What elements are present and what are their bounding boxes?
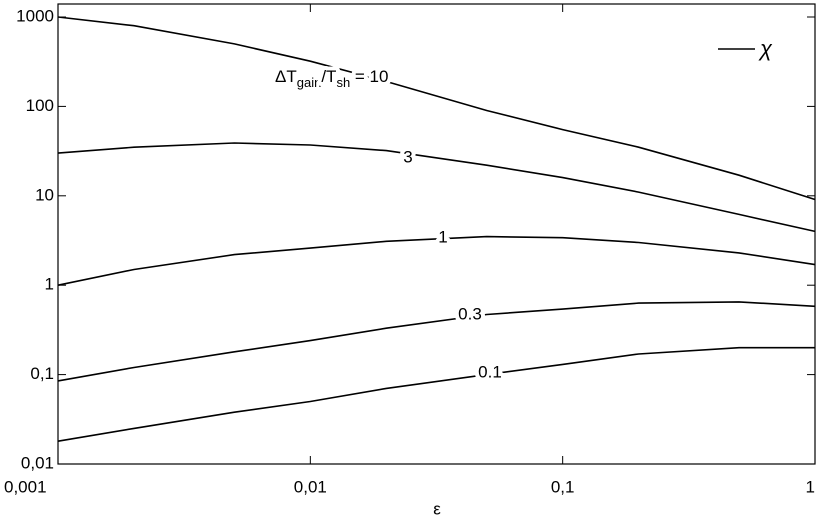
curve [57, 142, 816, 233]
curve [57, 16, 816, 201]
curve-label: 0.1 [478, 362, 502, 381]
y-tick-label: 1000 [16, 6, 54, 25]
y-tick-label: 100 [26, 96, 54, 115]
plot-frame [57, 3, 816, 465]
x-tick-label: 0,1 [551, 477, 575, 496]
y-tick-label: 10 [35, 185, 54, 204]
x-tick-label: 1 [806, 477, 815, 496]
label-part: sh [336, 75, 350, 90]
x-axis-label: ε [433, 499, 441, 518]
curve-label: 0.3 [458, 304, 482, 323]
y-tick-label: 1 [45, 275, 54, 294]
label-part: /T [321, 67, 336, 86]
curve [57, 301, 816, 382]
curve-label: ΔTgain/Tsh = 10 [275, 67, 388, 90]
curve-label: 3 [403, 147, 412, 166]
curve-label: 1 [438, 227, 447, 246]
y-tick-label: 0,01 [21, 453, 54, 472]
x-tick-label: 0,001 [4, 477, 47, 496]
curve [57, 235, 816, 286]
x-tick-label: 0,01 [294, 477, 327, 496]
label-part: ΔT [275, 67, 297, 86]
label-part: = 10 [350, 67, 388, 86]
legend-label: χ [758, 36, 773, 61]
curve [57, 346, 815, 442]
y-tick-label: 0,1 [30, 364, 54, 383]
label-part: gain [297, 75, 322, 90]
